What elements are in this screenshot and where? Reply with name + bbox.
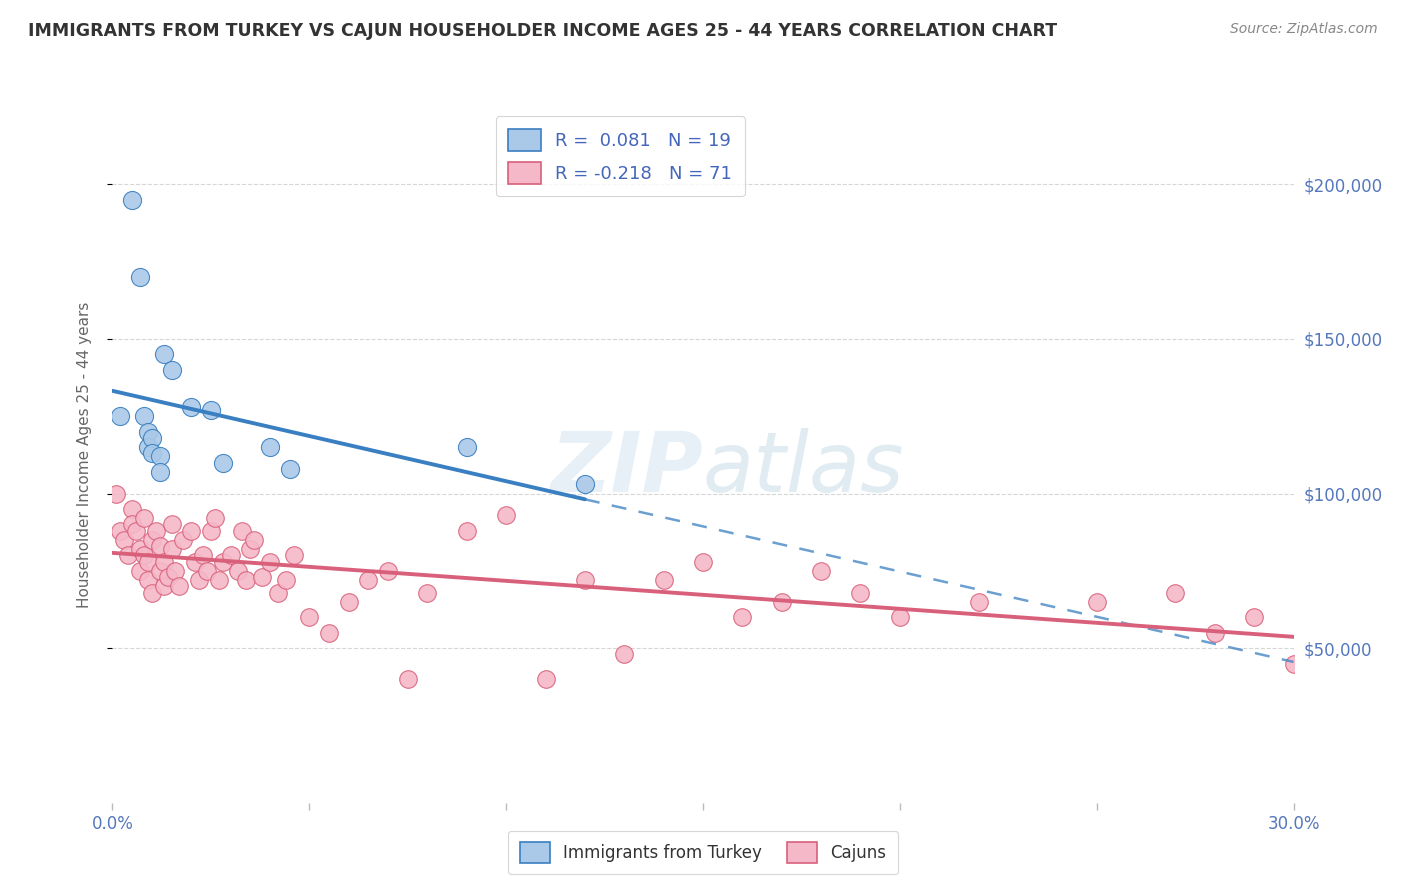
Point — [184, 555, 207, 569]
Point — [180, 524, 202, 538]
Point — [770, 595, 793, 609]
Point — [278, 462, 301, 476]
Point — [191, 549, 214, 563]
Point — [160, 517, 183, 532]
Point — [110, 524, 132, 538]
Point — [200, 524, 222, 538]
Point — [377, 564, 399, 578]
Point — [243, 533, 266, 547]
Point — [136, 440, 159, 454]
Point — [156, 570, 179, 584]
Point — [136, 573, 159, 587]
Point — [145, 524, 167, 538]
Point — [188, 573, 211, 587]
Legend: R =  0.081   N = 19, R = -0.218   N = 71: R = 0.081 N = 19, R = -0.218 N = 71 — [496, 116, 745, 196]
Point — [416, 585, 439, 599]
Point — [110, 409, 132, 424]
Point — [231, 524, 253, 538]
Point — [731, 610, 754, 624]
Point — [235, 573, 257, 587]
Point — [152, 555, 174, 569]
Point — [136, 555, 159, 569]
Point — [152, 579, 174, 593]
Point — [337, 595, 360, 609]
Point — [357, 573, 380, 587]
Point — [652, 573, 675, 587]
Point — [613, 648, 636, 662]
Point — [204, 511, 226, 525]
Y-axis label: Householder Income Ages 25 - 44 years: Householder Income Ages 25 - 44 years — [77, 301, 91, 608]
Point — [132, 409, 155, 424]
Point — [105, 486, 128, 500]
Point — [132, 549, 155, 563]
Point — [574, 573, 596, 587]
Text: ZIP: ZIP — [550, 428, 703, 509]
Point — [267, 585, 290, 599]
Point — [149, 465, 172, 479]
Point — [534, 672, 557, 686]
Point — [149, 539, 172, 553]
Point — [160, 542, 183, 557]
Point — [1204, 625, 1226, 640]
Point — [274, 573, 297, 587]
Point — [121, 502, 143, 516]
Point — [141, 585, 163, 599]
Point — [132, 511, 155, 525]
Point — [141, 446, 163, 460]
Point — [125, 524, 148, 538]
Point — [318, 625, 340, 640]
Point — [136, 425, 159, 439]
Point — [298, 610, 321, 624]
Point — [169, 579, 191, 593]
Point — [456, 524, 478, 538]
Point — [112, 533, 135, 547]
Point — [456, 440, 478, 454]
Point — [149, 450, 172, 464]
Point — [219, 549, 242, 563]
Point — [259, 440, 281, 454]
Point — [239, 542, 262, 557]
Point — [141, 431, 163, 445]
Point — [117, 549, 139, 563]
Point — [396, 672, 419, 686]
Point — [574, 477, 596, 491]
Point — [180, 400, 202, 414]
Point — [121, 193, 143, 207]
Point — [1282, 657, 1305, 671]
Point — [200, 403, 222, 417]
Point — [967, 595, 990, 609]
Point — [129, 270, 152, 285]
Point — [160, 363, 183, 377]
Point — [152, 347, 174, 361]
Text: atlas: atlas — [703, 428, 904, 509]
Point — [228, 564, 250, 578]
Point — [259, 555, 281, 569]
Point — [250, 570, 273, 584]
Point — [195, 564, 218, 578]
Point — [129, 542, 152, 557]
Point — [208, 573, 231, 587]
Point — [141, 533, 163, 547]
Text: IMMIGRANTS FROM TURKEY VS CAJUN HOUSEHOLDER INCOME AGES 25 - 44 YEARS CORRELATIO: IMMIGRANTS FROM TURKEY VS CAJUN HOUSEHOL… — [28, 22, 1057, 40]
Point — [149, 564, 172, 578]
Point — [172, 533, 194, 547]
Point — [1164, 585, 1187, 599]
Point — [121, 517, 143, 532]
Point — [1243, 610, 1265, 624]
Point — [810, 564, 832, 578]
Point — [211, 456, 233, 470]
Text: Source: ZipAtlas.com: Source: ZipAtlas.com — [1230, 22, 1378, 37]
Point — [849, 585, 872, 599]
Point — [129, 564, 152, 578]
Point — [889, 610, 911, 624]
Point — [211, 555, 233, 569]
Point — [692, 555, 714, 569]
Point — [165, 564, 187, 578]
Point — [495, 508, 517, 523]
Point — [283, 549, 305, 563]
Point — [1085, 595, 1108, 609]
